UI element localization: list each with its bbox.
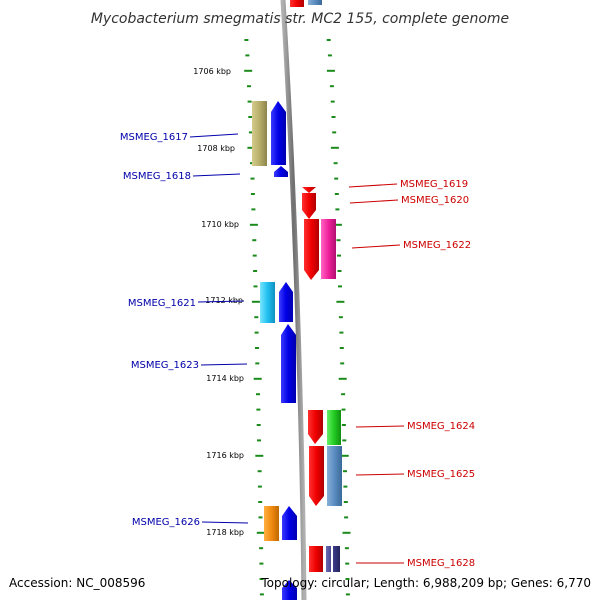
- bottom-blue-feature[interactable]: [282, 580, 297, 600]
- tick-label-1706: 1706 kbp: [193, 67, 231, 76]
- leader-line-msmeg-1623: [200, 363, 248, 366]
- gene-msmeg-1625-feature[interactable]: [327, 446, 342, 506]
- tick-label-1712: 1712 kbp: [205, 296, 243, 305]
- gene-msmeg-1621-feature[interactable]: [260, 282, 275, 323]
- gene-msmeg-1625-arrow[interactable]: [309, 446, 324, 506]
- gene-label-msmeg-1621[interactable]: MSMEG_1621: [128, 298, 196, 309]
- gene-msmeg-1624-arrow[interactable]: [308, 410, 323, 444]
- gene-msmeg-1619-arrow[interactable]: [302, 187, 316, 193]
- tick-label-1708: 1708 kbp: [197, 144, 235, 153]
- gene-label-msmeg-1618[interactable]: MSMEG_1618: [123, 171, 191, 182]
- tick-label-1714: 1714 kbp: [206, 374, 244, 383]
- top-steel-feature[interactable]: [308, 0, 322, 5]
- leader-line-msmeg-1621: [197, 300, 245, 303]
- gene-msmeg-1624-feature[interactable]: [327, 410, 341, 445]
- gene-label-msmeg-1625[interactable]: MSMEG_1625: [407, 469, 475, 480]
- gene-msmeg-1617-arrow[interactable]: [271, 101, 286, 165]
- leader-line-msmeg-1624: [355, 425, 405, 428]
- tick-label-1710: 1710 kbp: [201, 220, 239, 229]
- gene-msmeg-1621-arrow[interactable]: [279, 282, 293, 322]
- leader-line-msmeg-1617: [189, 133, 239, 138]
- gene-msmeg-1628-stripe: [331, 546, 333, 572]
- gene-msmeg-1617-feature[interactable]: [252, 101, 267, 166]
- genome-backbone: [280, 0, 307, 600]
- left-gene-labels: MSMEG_1617 MSMEG_1618 MSMEG_1621 MSMEG_1…: [120, 132, 249, 528]
- leader-line-msmeg-1626: [201, 521, 249, 524]
- gene-msmeg-1628-arrow[interactable]: [309, 546, 323, 572]
- leader-line-msmeg-1625: [355, 473, 405, 476]
- gene-label-msmeg-1619[interactable]: MSMEG_1619: [400, 179, 468, 190]
- gene-label-msmeg-1626[interactable]: MSMEG_1626: [132, 517, 200, 528]
- gene-label-msmeg-1617[interactable]: MSMEG_1617: [120, 132, 188, 143]
- gene-label-msmeg-1622[interactable]: MSMEG_1622: [403, 240, 471, 251]
- kbp-tick-labels: 1706 kbp 1708 kbp 1710 kbp 1712 kbp 1714…: [193, 67, 244, 537]
- gene-label-msmeg-1623[interactable]: MSMEG_1623: [131, 360, 199, 371]
- gene-msmeg-1623-arrow[interactable]: [281, 324, 296, 403]
- right-gene-labels: MSMEG_1619 MSMEG_1620 MSMEG_1622 MSMEG_1…: [348, 179, 475, 569]
- tick-rulers: [244, 39, 351, 596]
- gene-label-msmeg-1624[interactable]: MSMEG_1624: [407, 421, 475, 432]
- accession-text: Accession: NC_008596: [9, 576, 145, 590]
- gene-msmeg-1622-feature[interactable]: [321, 219, 336, 279]
- genome-title: Mycobacterium smegmatis str. MC2 155, co…: [91, 11, 509, 27]
- gene-msmeg-1622-arrow[interactable]: [304, 219, 319, 280]
- genome-summary-text: Topology: circular; Length: 6,988,209 bp…: [260, 576, 591, 590]
- gene-msmeg-1620-arrow[interactable]: [302, 193, 316, 219]
- gene-msmeg-1626-feature[interactable]: [264, 506, 279, 541]
- gene-label-msmeg-1628[interactable]: MSMEG_1628: [407, 558, 475, 569]
- top-red-feature[interactable]: [290, 0, 304, 7]
- tick-label-1718: 1718 kbp: [206, 528, 244, 537]
- leader-line-msmeg-1622: [351, 244, 401, 249]
- leader-line-msmeg-1618: [192, 173, 241, 177]
- leader-line-msmeg-1619: [348, 183, 398, 188]
- leader-line-msmeg-1620: [349, 199, 399, 204]
- gene-label-msmeg-1620[interactable]: MSMEG_1620: [401, 195, 469, 206]
- gene-msmeg-1618-arrow[interactable]: [274, 166, 288, 177]
- gene-msmeg-1626-arrow[interactable]: [282, 506, 297, 540]
- tick-label-1716: 1716 kbp: [206, 451, 244, 460]
